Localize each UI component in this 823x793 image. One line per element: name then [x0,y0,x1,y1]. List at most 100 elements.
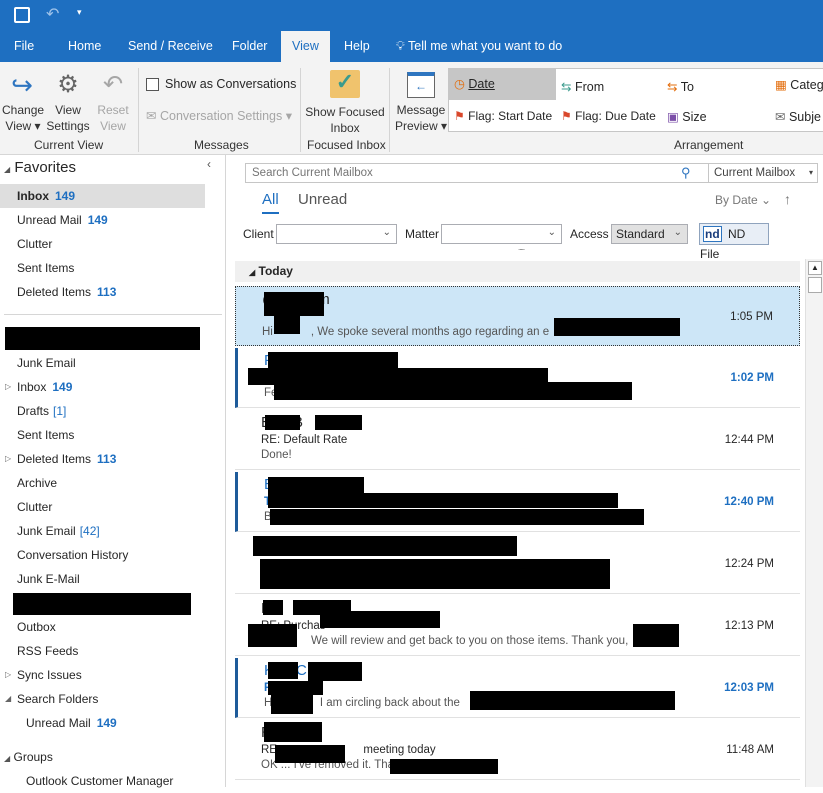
folder-label: Clutter [17,237,53,251]
undo-icon[interactable]: ↶ [46,6,60,23]
folder-label: Sent Items [17,261,75,275]
message-item[interactable]: KCFoHiI am circling back about the12:03 … [235,658,800,718]
sort-direction-button[interactable]: ↑ [784,191,791,207]
expand-icon[interactable]: ▷ [5,454,12,463]
tab-help[interactable]: Help [344,39,370,53]
folder-item[interactable]: Archive [0,471,205,495]
folder-outlook-customer-manager[interactable]: Outlook Customer Manager [26,774,174,788]
folder-item[interactable]: Inbox 149 [0,184,205,208]
folder-item[interactable]: Junk Email [0,351,205,375]
tab-view[interactable]: View [281,31,330,62]
tab-home[interactable]: Home [68,39,102,53]
search-scope-dropdown[interactable]: Current Mailbox ▾ [708,164,818,182]
folder-label: Archive [17,476,58,490]
folder-item[interactable]: Clutter [0,495,205,519]
arrangement-gallery: ◷ Date ⇆ From ⇆ To ▦ Categ ⚑ Flag: Start… [448,68,823,132]
folder-item[interactable]: Clutter [0,232,205,256]
folder-item[interactable]: Sent Items [0,256,205,280]
folder-item[interactable]: RSS Feeds [0,639,205,663]
redacted-text [268,352,398,369]
arrange-categories[interactable]: ▦ Categ [775,78,823,92]
filter-unread[interactable]: Unread [298,191,348,208]
arrange-date[interactable]: ◷ Date [454,77,495,91]
collapse-pane-icon[interactable]: ‹ [207,157,211,171]
lightbulb-icon: 💡︎ [396,39,405,53]
sort-by-date[interactable]: By Date ⌄ [715,193,772,207]
redacted-text [275,745,345,763]
redacted-text [265,415,300,430]
search-icon[interactable]: ⚲ [681,165,691,180]
folder-item[interactable]: ▷ Deleted Items 113 [0,447,205,471]
folder-item[interactable]: Unread Mail 149 [0,208,205,232]
filter-all[interactable]: All [262,191,279,214]
expand-icon[interactable]: ▷ [5,670,12,679]
arrange-from[interactable]: ⇆ From [561,80,605,94]
collapse-triangle-icon: ◢ [4,165,11,174]
message-time: 1:05 PM [730,311,773,323]
message-preview: We will review and get back to you on th… [311,635,629,647]
tell-me-search[interactable]: 💡︎ Tell me what you want to do [396,39,563,53]
arrange-flag-start[interactable]: ⚑ Flag: Start Date [454,109,553,123]
folder-item[interactable]: ▷ Inbox 149 [0,375,205,399]
folder-label: Junk Email [17,356,76,370]
message-time: 11:48 AM [726,744,774,756]
message-time: 12:13 PM [724,620,774,632]
expand-icon[interactable]: ▷ [5,382,12,391]
arrange-flag-due[interactable]: ⚑ Flag: Due Date [561,109,656,123]
folder-item[interactable]: ◢ Search Folders [0,687,205,711]
message-item[interactable]: 12:24 PM [235,534,800,594]
view-settings-button[interactable]: ⚙ View Settings [46,68,90,134]
redacted-text [268,493,618,508]
tab-send-receive[interactable]: Send / Receive [128,39,213,53]
folder-item[interactable]: Unread Mail 149 [0,711,205,735]
reset-view-button[interactable]: ↶ Reset View [94,68,132,134]
folder-item[interactable]: Deleted Items 113 [0,280,205,304]
arrange-to[interactable]: ⇆ To [667,80,694,94]
scrollbar[interactable]: ▲ [805,259,823,787]
pane-resize-handle[interactable]: ..... [518,243,525,252]
favorites-header[interactable]: ◢ Favorites [4,159,77,176]
tab-file[interactable]: File [14,39,35,53]
group-header-today[interactable]: ◢ Today [235,261,800,282]
focused-inbox-icon: ✓ [330,70,360,98]
folder-item[interactable]: Drafts [1] [0,399,205,423]
message-item[interactable]: FFear1:02 PM [235,348,800,408]
message-subject: RE: Default Rate [261,434,348,446]
scrollbar-thumb[interactable] [808,277,822,293]
redacted-text [470,691,675,710]
message-time: 1:02 PM [730,372,774,384]
folder-item[interactable]: ▷ Sync Issues [0,663,205,687]
message-item[interactable]: @aol.comHi, We spoke several months ago … [235,286,800,346]
folder-item[interactable]: Sent Items [0,423,205,447]
flag-icon: ⚑ [561,109,572,123]
folder-item[interactable]: Junk Email [42] [0,519,205,543]
arrange-subject[interactable]: ✉ Subje [775,110,821,124]
collapse-icon[interactable]: ◢ [5,694,12,703]
customize-icon[interactable]: ▾ [77,7,82,17]
folder-label: Unread Mail [26,716,91,730]
scroll-up-button[interactable]: ▲ [808,261,822,275]
groups-header[interactable]: ◢ Groups [4,750,53,764]
folder-item[interactable]: Conversation History [0,543,205,567]
access-dropdown[interactable]: Standard ⌄ [611,224,688,244]
tab-folder[interactable]: Folder [232,39,268,53]
message-preview-button[interactable]: ← Message Preview ▾ [394,68,448,134]
show-as-conversations-checkbox[interactable]: Show as Conversations [146,77,296,91]
gear-icon: ⚙ [57,71,79,98]
change-view-button[interactable]: ↪ Change View ▾ [2,70,45,133]
folder-item[interactable]: Outbox [0,615,205,639]
arrange-size[interactable]: ▣ Size [667,110,707,124]
folder-item[interactable]: Junk E-Mail [0,567,205,591]
to-icon: ⇆ [667,80,678,94]
matter-dropdown[interactable]: ⌄ [441,224,562,244]
nd-file-button[interactable]: nd ND File [699,223,769,261]
conversation-settings-button[interactable]: ✉ Conversation Settings ▾ [146,109,293,123]
message-item[interactable]: BTrBr12:40 PM [235,472,800,532]
show-focused-inbox-button[interactable]: ✓ Show Focused Inbox [305,69,385,136]
outlook-icon[interactable] [14,7,30,23]
search-input[interactable] [246,164,686,182]
client-dropdown[interactable]: ⌄ [276,224,397,244]
